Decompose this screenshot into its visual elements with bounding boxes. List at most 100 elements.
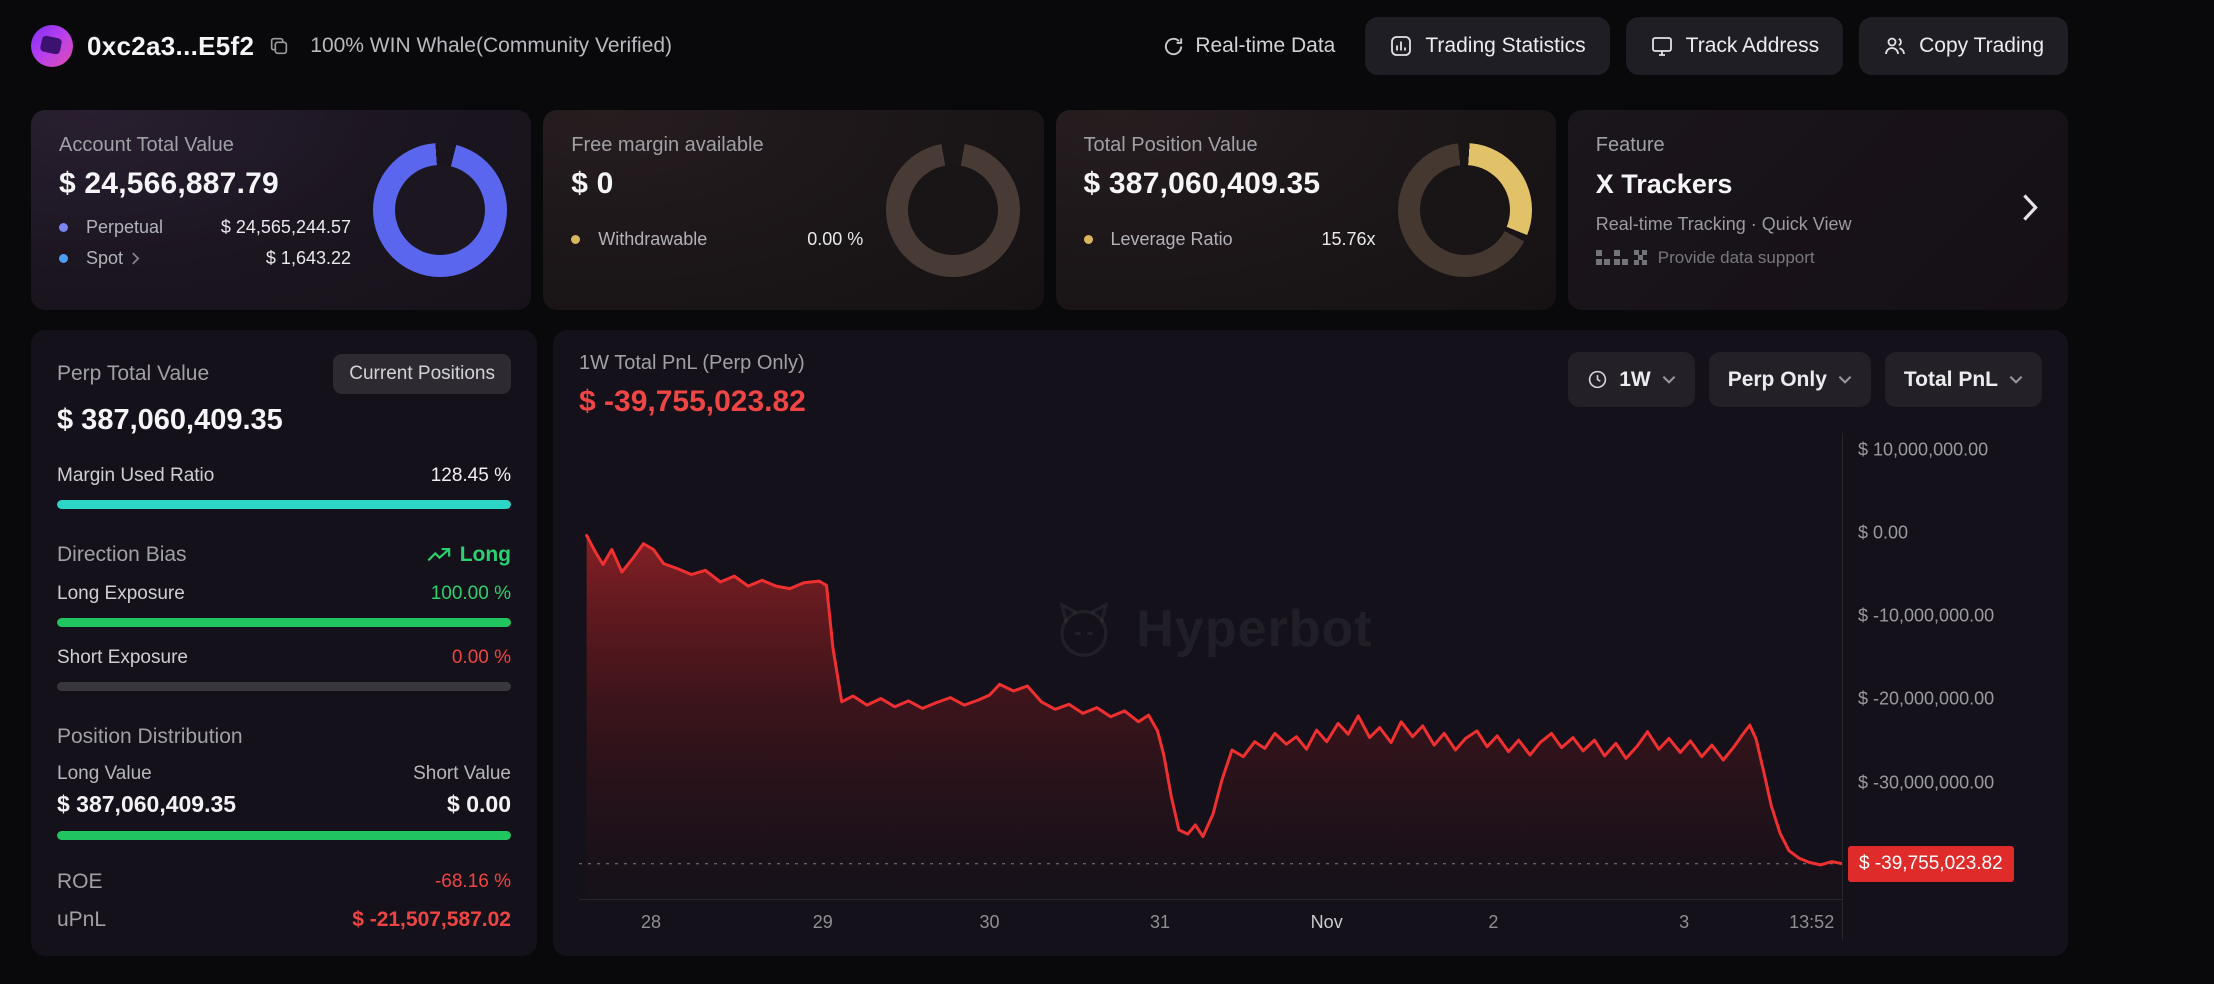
final-pnl-badge: $ -39,755,023.82 [1848, 845, 2014, 882]
scope-label: Perp Only [1727, 367, 1827, 391]
pnl-chart-svg [579, 533, 1842, 899]
card-title: Account Total Value [59, 134, 234, 156]
x-tick-label: 28 [640, 912, 661, 932]
direction-bias-label: Direction Bias [57, 543, 187, 566]
short-value: $ 0.00 [447, 791, 511, 817]
track-address-button[interactable]: Track Address [1625, 17, 1844, 75]
leverage-value: 15.76x [1321, 229, 1376, 249]
withdrawable-row: Withdrawable 0.00 % [571, 229, 863, 250]
feature-title: Feature [1595, 134, 1665, 156]
distribution-values-row: $ 387,060,409.35 $ 0.00 [57, 791, 511, 818]
scope-dropdown[interactable]: Perp Only [1708, 352, 1871, 407]
margin-donut-chart [885, 143, 1020, 277]
y-tick-label: $ -30,000,000.00 [1858, 772, 1995, 792]
time-range-dropdown[interactable]: 1W [1568, 352, 1695, 407]
spot-row[interactable]: Spot $ 1,643.22 [59, 248, 351, 269]
metric-dropdown[interactable]: Total PnL [1884, 352, 2042, 407]
long-exposure-value: 100.00 % [430, 583, 511, 604]
pnl-chart-panel: 1W Total PnL (Perp Only) $ -39,755,023.8… [553, 330, 2068, 956]
roe-value: -68.16 % [434, 871, 511, 892]
chevron-down-icon [1838, 375, 1852, 384]
x-tick-label: Nov [1310, 912, 1343, 932]
leverage-label: Leverage Ratio [1110, 229, 1233, 249]
leverage-dot [1083, 235, 1093, 244]
roe-label: ROE [57, 870, 103, 893]
position-distribution-title: Position Distribution [57, 725, 243, 748]
free-margin-card: Free margin available $ 0 Withdrawable 0… [543, 110, 1044, 310]
feature-card[interactable]: Feature X Trackers Real-time Tracking · … [1567, 110, 2068, 310]
short-exposure-value: 0.00 % [451, 647, 511, 668]
x-tick-label: 29 [812, 912, 833, 932]
data-partner-logos-icon [1595, 247, 1648, 269]
track-address-label: Track Address [1685, 34, 1820, 57]
chevron-right-icon [131, 252, 140, 265]
metric-label: Total PnL [1903, 367, 1998, 391]
short-value-label: Short Value [413, 763, 511, 784]
y-tick-label: $ -20,000,000.00 [1858, 688, 1995, 709]
margin-used-value: 128.45 % [430, 465, 511, 486]
perp-panel-title: Perp Total Value [57, 362, 210, 385]
current-positions-button[interactable]: Current Positions [333, 354, 511, 394]
trading-statistics-label: Trading Statistics [1425, 34, 1586, 57]
feature-name: X Trackers [1595, 169, 1733, 199]
chevron-down-icon [2009, 375, 2023, 384]
margin-used-row: Margin Used Ratio 128.45 % [57, 465, 511, 487]
spot-label: Spot [86, 248, 124, 268]
perp-total-value: $ 387,060,409.35 [57, 404, 283, 436]
distribution-bar [57, 831, 511, 840]
short-exposure-bar [57, 682, 511, 691]
x-tick-label: 3 [1679, 912, 1690, 932]
time-range-label: 1W [1619, 367, 1651, 391]
copy-address-icon[interactable] [268, 35, 290, 57]
pnl-area-chart[interactable]: Hyperbot [579, 433, 1842, 900]
card-title: Free margin available [571, 134, 764, 156]
refresh-icon[interactable] [1162, 35, 1185, 58]
direction-bias-value: Long [459, 543, 511, 566]
roe-row: ROE -68.16 % [57, 870, 511, 894]
feature-subtitle: Real-time Tracking · Quick View [1595, 214, 1852, 234]
perp-total-value-panel: Perp Total Value Current Positions $ 387… [31, 330, 537, 956]
copy-trading-button[interactable]: Copy Trading [1859, 17, 2068, 75]
chevron-down-icon [1662, 375, 1676, 384]
account-donut-chart [373, 143, 508, 277]
feature-support-label: Provide data support [1657, 248, 1815, 267]
wallet-address[interactable]: 0xc2a3...E5f2 [87, 30, 255, 61]
x-tick-label: 31 [1149, 912, 1170, 932]
leverage-row: Leverage Ratio 15.76x [1083, 229, 1376, 250]
copy-trading-label: Copy Trading [1919, 34, 2044, 57]
y-axis: $ -39,755,023.82 $ 10,000,000.00 $ 0.00 $ … [1842, 433, 2042, 940]
direction-bias-row: Direction Bias Long [57, 543, 511, 567]
spot-dot [59, 254, 68, 263]
free-margin-value: $ 0 [571, 167, 614, 200]
total-position-card: Total Position Value $ 387,060,409.35 Le… [1055, 110, 1556, 310]
trend-up-icon [427, 547, 451, 563]
perpetual-label: Perpetual [86, 217, 164, 237]
perpetual-value: $ 24,565,244.57 [220, 217, 351, 237]
long-exposure-bar [57, 618, 511, 627]
perpetual-row: Perpetual $ 24,565,244.57 [59, 217, 351, 238]
withdrawable-dot [571, 235, 581, 244]
trading-statistics-button[interactable]: Trading Statistics [1365, 17, 1610, 75]
realtime-data-label: Real-time Data [1195, 34, 1336, 57]
feature-chevron-right-icon[interactable] [2022, 193, 2038, 228]
x-axis: 28 29 30 31 Nov 2 3 13:52 [579, 900, 1842, 940]
x-tick-label: 2 [1488, 912, 1499, 932]
whale-verified-badge: 100% WIN Whale(Community Verified) [310, 34, 673, 57]
account-total-value: $ 24,566,887.79 [59, 167, 279, 200]
short-exposure-row: Short Exposure 0.00 % [57, 647, 511, 669]
chart-pnl-value: $ -39,755,023.82 [579, 385, 806, 418]
users-icon [1883, 34, 1907, 58]
x-tick-label: 30 [979, 912, 1000, 932]
header: 0xc2a3...E5f2 100% WIN Whale(Community V… [0, 0, 2214, 92]
short-exposure-label: Short Exposure [57, 647, 188, 668]
long-value-label: Long Value [57, 763, 152, 784]
position-donut-chart [1397, 143, 1532, 277]
trading-statistics-icon [1389, 34, 1413, 58]
chart-title: 1W Total PnL (Perp Only) [579, 352, 805, 374]
margin-used-bar [57, 500, 511, 509]
withdrawable-value: 0.00 % [807, 229, 864, 249]
y-tick-label: $ 0.00 [1858, 522, 1909, 543]
main-row: Perp Total Value Current Positions $ 387… [31, 330, 2068, 956]
monitor-icon [1650, 34, 1674, 58]
